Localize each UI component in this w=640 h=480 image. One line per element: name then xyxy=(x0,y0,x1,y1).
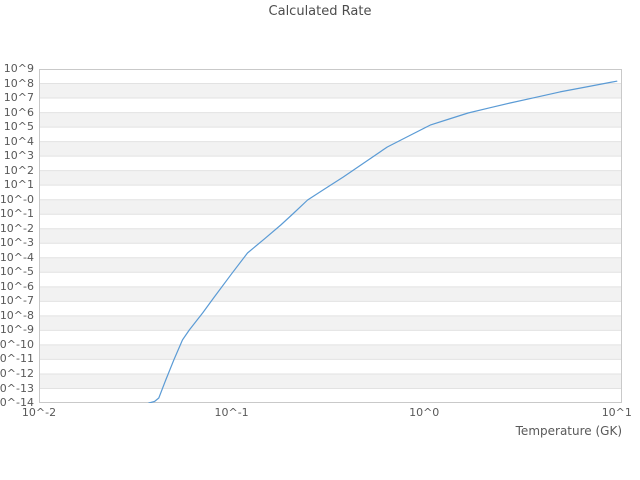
y-tick-label: 10^1 xyxy=(3,178,34,192)
plot-area xyxy=(39,69,622,403)
y-tick-label: 10^-9 xyxy=(0,323,34,337)
y-tick-label: 10^2 xyxy=(3,163,34,177)
y-axis-labels: 10^9 10^8 10^7 10^6 10^5 10^4 10^3 10^2 10^1 10^-… xyxy=(0,0,35,480)
y-tick-label: 10^-4 xyxy=(0,250,34,264)
y-tick-label: 10^-11 xyxy=(0,352,34,366)
y-tick-label: 10^-6 xyxy=(0,279,34,293)
chart-title: Calculated Rate xyxy=(268,4,372,19)
y-tick-label: 10^7 xyxy=(3,91,34,104)
x-tick-label: 10^0 xyxy=(409,406,440,419)
y-tick-label: 10^6 xyxy=(3,105,34,119)
y-tick-label: 10^-7 xyxy=(0,294,34,308)
x-tick-label: 10^-2 xyxy=(21,406,57,419)
y-tick-label: 10^-14 xyxy=(0,396,34,409)
y-tick-label: 10^-5 xyxy=(0,265,34,279)
y-tick-label: 10^5 xyxy=(3,120,34,134)
y-tick-label: 10^3 xyxy=(3,149,34,163)
y-tick-label: 10^9 xyxy=(3,62,34,75)
y-tick-label: 10^-12 xyxy=(0,367,34,380)
y-tick-label: 10^-0 xyxy=(0,192,34,206)
plot-svg xyxy=(39,69,622,403)
y-tick-label: 10^-1 xyxy=(0,207,34,221)
y-tick-label: 10^8 xyxy=(3,76,34,90)
x-axis-title: Temperature (GK) xyxy=(515,424,622,438)
y-tick-label: 10^-3 xyxy=(0,236,34,250)
rate-curve xyxy=(148,80,618,403)
y-tick-label: 10^-2 xyxy=(0,221,34,235)
x-axis-labels: 10^-2 10^-1 10^0 10^1 xyxy=(0,406,640,421)
y-tick-label: 10^-8 xyxy=(0,308,34,322)
y-tick-label: 10^-13 xyxy=(0,381,34,395)
x-tick-label: 10^-1 xyxy=(214,406,249,419)
y-tick-label: 10^4 xyxy=(3,134,34,148)
y-tick-label: 10^-10 xyxy=(0,337,34,351)
x-tick-label: 10^1 xyxy=(601,406,632,419)
